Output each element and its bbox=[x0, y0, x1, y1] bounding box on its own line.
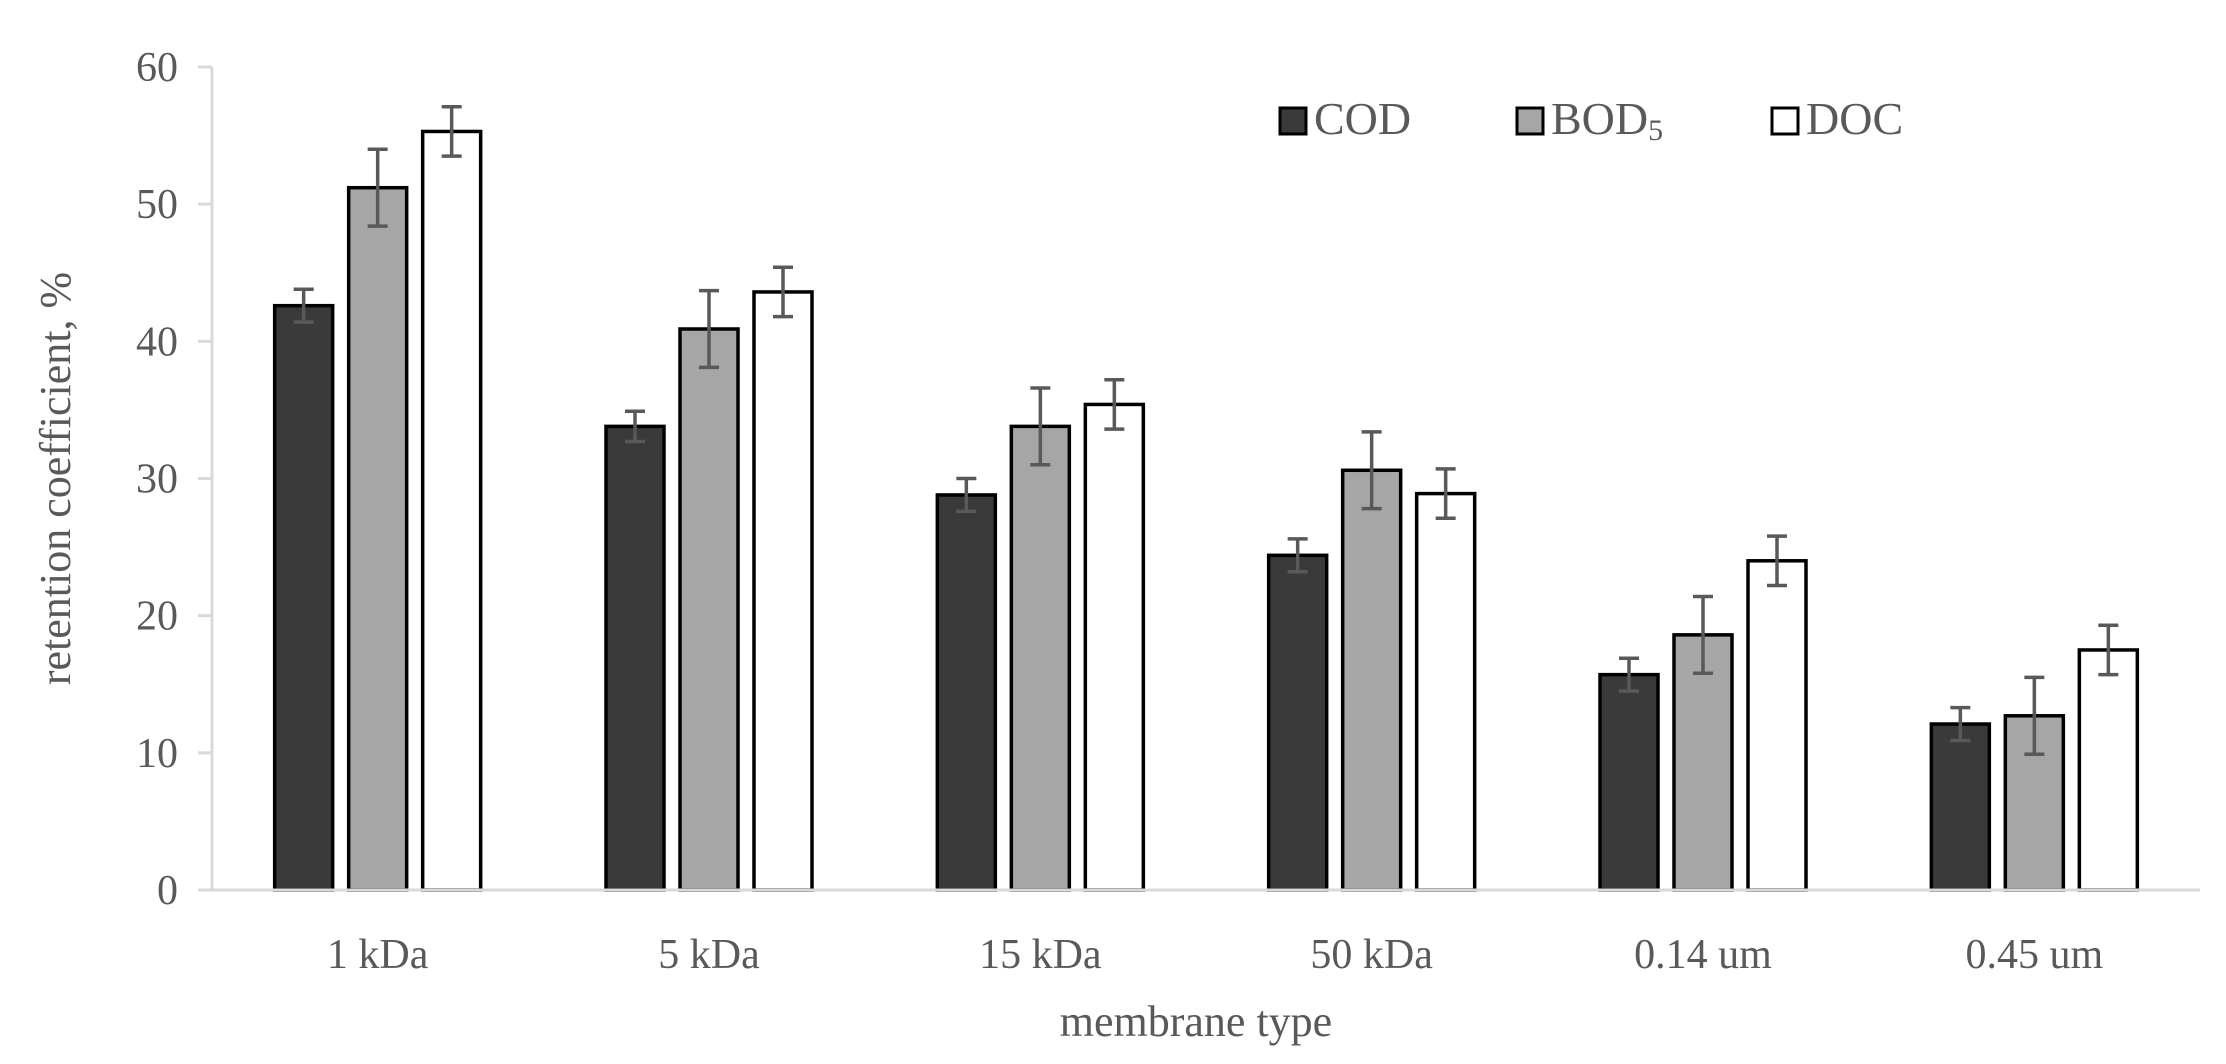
y-tick-label: 10 bbox=[136, 731, 178, 777]
bar-doc-5 bbox=[1746, 559, 1808, 892]
bar-doc-4 bbox=[1414, 491, 1477, 892]
x-tick-label: 0.45 um bbox=[1965, 932, 2103, 978]
bar-bod5-3 bbox=[1009, 424, 1072, 892]
legend-label-doc: DOC bbox=[1806, 93, 1903, 144]
legend-swatch-doc bbox=[1770, 106, 1800, 136]
x-tick-label: 0.14 um bbox=[1634, 932, 1772, 978]
legend-swatch-bod5 bbox=[1515, 106, 1545, 136]
x-tick-label: 1 kDa bbox=[327, 932, 429, 978]
x-tick-labels: 1 kDa 5 kDa 15 kDa 50 kDa 0.14 um 0.45 um bbox=[327, 932, 2104, 978]
bar-cod-6 bbox=[1929, 722, 1992, 892]
y-tick-label: 50 bbox=[136, 182, 178, 228]
y-tick-labels: 0 10 20 30 40 50 60 bbox=[136, 45, 212, 914]
bar-doc-1 bbox=[420, 129, 483, 892]
x-tick-label: 5 kDa bbox=[658, 932, 760, 978]
bar-doc-6 bbox=[2077, 648, 2140, 892]
bar-bod5-4 bbox=[1340, 468, 1403, 892]
y-tick-label: 20 bbox=[136, 594, 178, 640]
bar-cod-1 bbox=[272, 303, 335, 892]
legend: COD BOD5 DOC bbox=[1278, 93, 1903, 147]
y-tick-label: 0 bbox=[157, 868, 178, 914]
axes-layer bbox=[210, 67, 2200, 892]
bar-bod5-2 bbox=[678, 327, 740, 892]
legend-label-cod: COD bbox=[1314, 93, 1411, 144]
bar-cod-4 bbox=[1266, 553, 1329, 892]
bar-cod-3 bbox=[935, 493, 998, 892]
x-tick-label: 15 kDa bbox=[979, 932, 1102, 978]
bar-bod5-1 bbox=[346, 185, 409, 892]
y-axis-title: retention coefficient, % bbox=[31, 272, 80, 685]
y-tick-label: 60 bbox=[136, 45, 178, 91]
bar-cod-5 bbox=[1598, 672, 1660, 892]
bar-cod-2 bbox=[604, 424, 666, 892]
y-tick-label: 40 bbox=[136, 319, 178, 365]
legend-swatch-cod bbox=[1278, 106, 1308, 136]
legend-label-bod5: BOD5 bbox=[1551, 93, 1663, 147]
bars-layer bbox=[272, 129, 2140, 892]
bar-bod5-5 bbox=[1672, 633, 1734, 892]
y-tick-label: 30 bbox=[136, 457, 178, 503]
x-axis-title: membrane type bbox=[1060, 997, 1332, 1046]
bar-doc-2 bbox=[752, 290, 814, 892]
bar-doc-3 bbox=[1083, 402, 1146, 892]
x-tick-label: 50 kDa bbox=[1310, 932, 1433, 978]
error-bars-layer bbox=[293, 105, 2119, 756]
